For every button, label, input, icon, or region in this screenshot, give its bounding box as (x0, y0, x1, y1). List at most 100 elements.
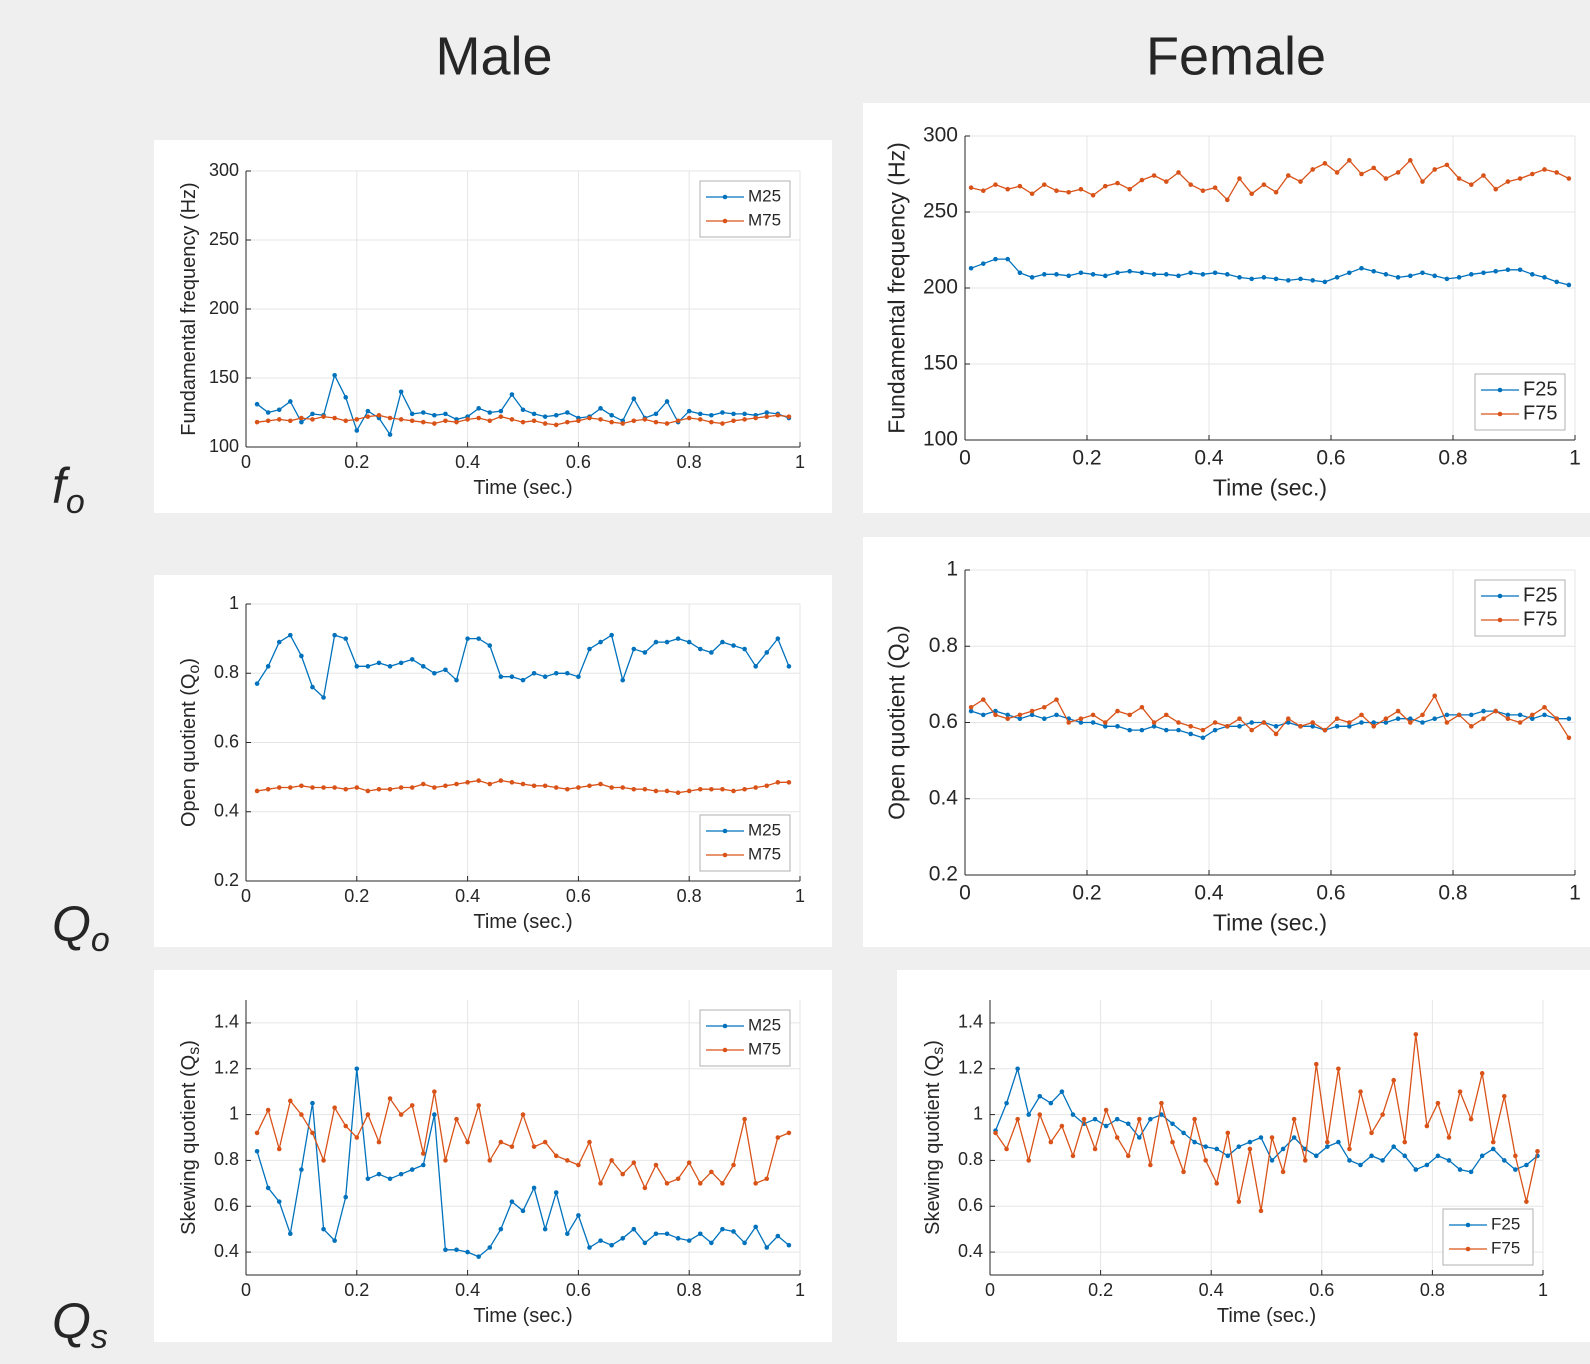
data-point (1090, 192, 1096, 198)
data-point (1424, 1123, 1430, 1129)
data-point (1054, 712, 1059, 718)
y-tick-label: 100 (923, 428, 958, 451)
data-point (686, 408, 692, 414)
legend-swatch-marker (722, 828, 728, 834)
data-point (310, 411, 315, 417)
data-point (432, 785, 437, 790)
data-point (1481, 716, 1486, 721)
column-title: Female (1146, 26, 1326, 86)
data-point (731, 1229, 736, 1234)
legend-label: M25 (748, 186, 781, 205)
data-point (531, 418, 537, 424)
data-point (1059, 1089, 1065, 1094)
x-axis-label: Time (sec.) (1213, 909, 1327, 935)
x-tick-label: 0.4 (1194, 882, 1224, 905)
data-point (1444, 162, 1450, 168)
x-tick-label: 0 (959, 447, 971, 470)
data-point (376, 786, 382, 792)
data-point (1383, 272, 1389, 277)
data-point (1347, 158, 1352, 163)
data-point (1310, 720, 1315, 725)
data-point (1148, 1116, 1153, 1122)
data-point (1103, 1123, 1109, 1129)
data-point (1325, 1139, 1330, 1145)
data-point (1456, 275, 1462, 280)
legend-box (1442, 1208, 1534, 1266)
data-point (343, 395, 349, 400)
data-point (1359, 265, 1364, 271)
data-point (1192, 1116, 1197, 1122)
data-point (1420, 179, 1425, 184)
data-point (387, 786, 393, 792)
data-point (764, 1176, 770, 1182)
data-point (1200, 735, 1206, 741)
data-point (993, 256, 998, 262)
data-point (1200, 188, 1206, 194)
data-point (443, 1247, 448, 1253)
data-point (631, 418, 637, 424)
data-point (1517, 267, 1523, 273)
data-point (1029, 191, 1035, 197)
data-point (1395, 716, 1401, 721)
x-tick-label: 1 (1538, 1280, 1548, 1300)
y-tick-label: 1.2 (214, 1058, 239, 1078)
data-point (1078, 186, 1084, 192)
data-point (576, 1213, 581, 1218)
data-point (1530, 712, 1535, 718)
data-point (1066, 273, 1071, 279)
data-point (664, 788, 670, 794)
data-point (1313, 1061, 1319, 1067)
x-tick-label: 0.4 (455, 1280, 480, 1300)
data-point (653, 1162, 659, 1168)
data-point (420, 664, 426, 669)
data-point (1310, 724, 1315, 729)
data-point (709, 412, 714, 418)
data-point (1542, 704, 1547, 710)
x-tick-label: 0.6 (1316, 882, 1345, 905)
data-point (1017, 716, 1023, 721)
data-point (786, 664, 792, 669)
data-point (1247, 1146, 1253, 1152)
data-point (276, 1199, 282, 1204)
data-point (1026, 1158, 1032, 1163)
y-axis-label: Skewing quotient (Qs) (922, 1040, 947, 1235)
legend-label: F75 (1491, 1238, 1520, 1257)
data-point (1176, 273, 1181, 279)
data-point (576, 1162, 581, 1168)
y-axis-label-part: Open quotient (Q (178, 674, 200, 827)
x-tick-label: 0 (241, 886, 251, 906)
data-point (1371, 724, 1376, 729)
data-point (1413, 1167, 1419, 1172)
row-label: Qo (52, 896, 110, 959)
data-point (565, 670, 570, 676)
data-point (697, 417, 703, 422)
y-tick-label: 0.6 (214, 731, 239, 751)
data-point (1159, 1112, 1164, 1117)
data-point (1029, 275, 1035, 280)
data-point (1203, 1144, 1208, 1149)
data-point (1258, 1135, 1264, 1140)
panel (863, 103, 1590, 513)
data-point (1413, 1032, 1419, 1037)
data-point (265, 786, 271, 792)
data-point (1408, 720, 1413, 725)
data-point (981, 188, 986, 194)
data-point (432, 1112, 437, 1117)
data-point (1078, 716, 1084, 721)
data-point (310, 1100, 315, 1106)
data-point (720, 1181, 725, 1186)
y-tick-label: 1 (973, 1103, 983, 1123)
data-point (1115, 708, 1120, 714)
data-point (709, 650, 714, 655)
data-point (376, 1139, 382, 1145)
data-point (764, 410, 770, 415)
data-point (587, 646, 592, 652)
data-point (321, 785, 326, 790)
y-tick-label: 0.4 (214, 801, 239, 821)
data-point (1249, 727, 1254, 733)
data-point (1054, 697, 1059, 702)
data-point (276, 639, 282, 645)
data-point (1395, 170, 1401, 175)
data-point (1017, 183, 1023, 189)
